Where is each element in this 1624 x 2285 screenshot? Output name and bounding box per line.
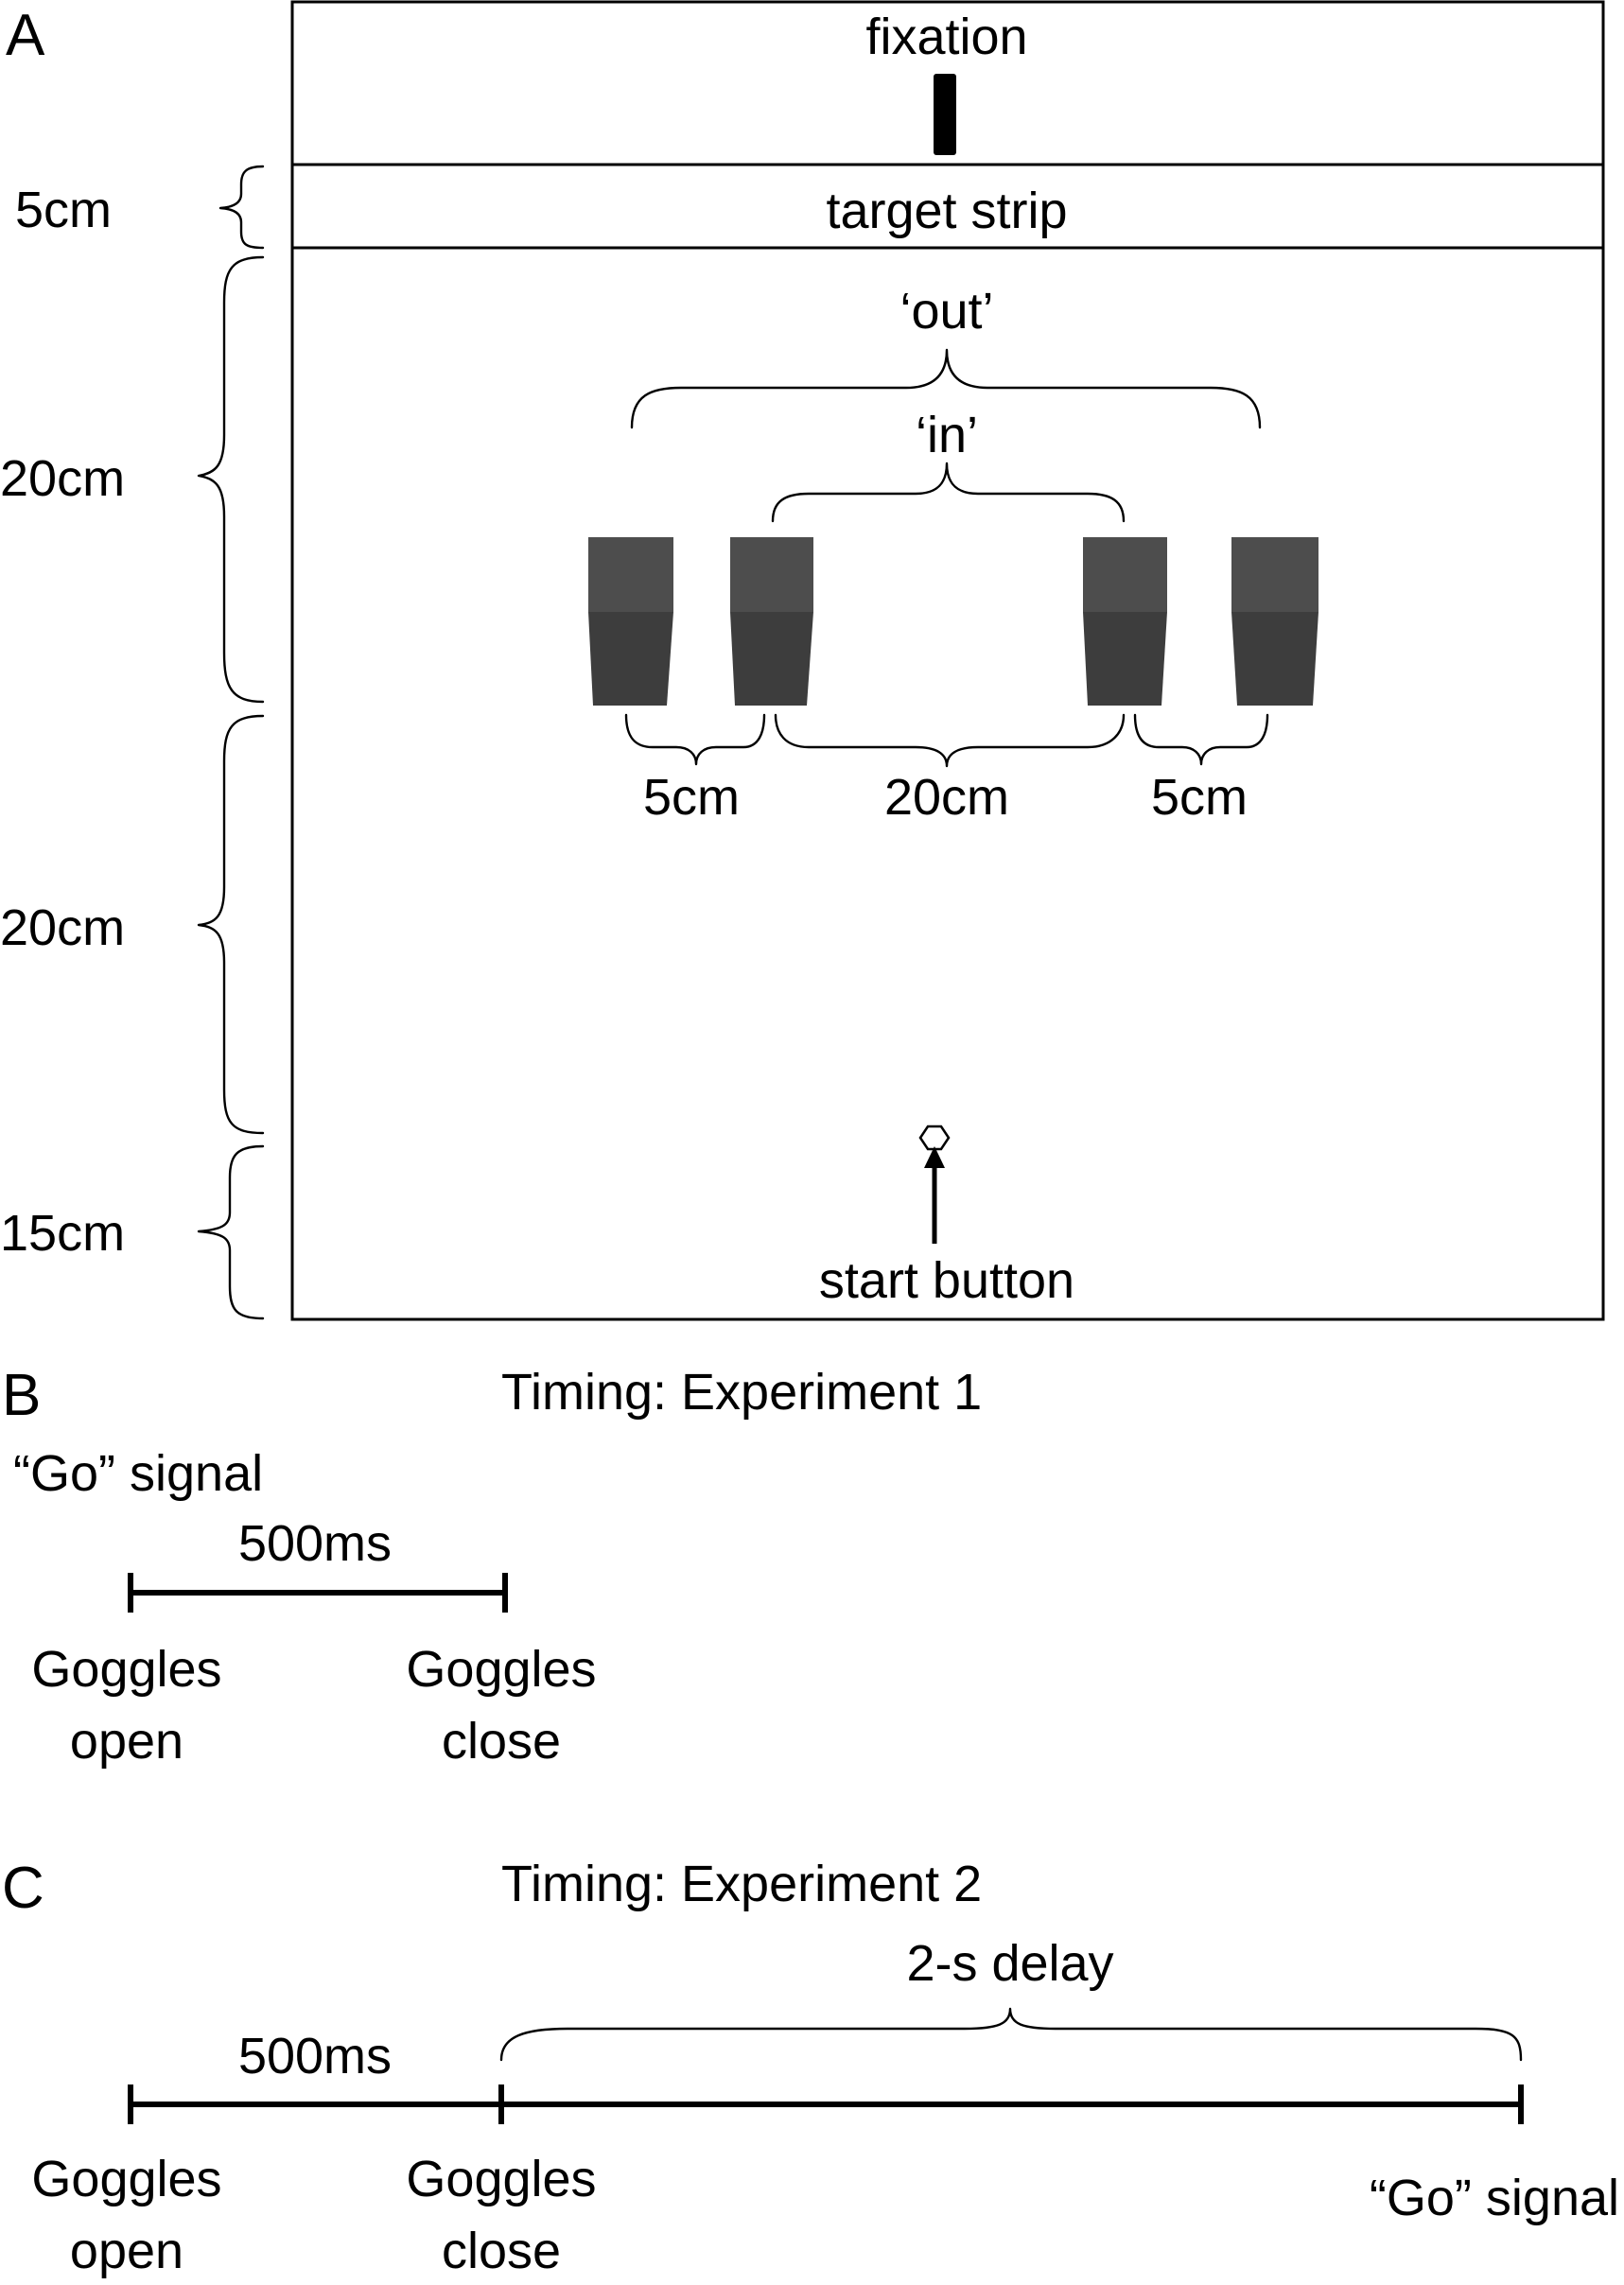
target-strip-label: target strip — [826, 183, 1067, 239]
panel-c: C Timing: Experiment 2 2-s delay 500ms G… — [2, 1856, 1619, 2279]
fixation-label: fixation — [865, 9, 1027, 65]
gap-label-right: 5cm — [1151, 769, 1248, 826]
dimension-brace-15cm — [197, 1144, 265, 1320]
goggles-close-label-line1: Goggles — [406, 2151, 596, 2207]
dimension-label-20cm-lower: 20cm — [0, 899, 125, 956]
block-outer-left — [588, 537, 673, 706]
in-brace — [771, 462, 1126, 523]
panel-b-letter: B — [2, 1363, 41, 1428]
dimension-label-5cm: 5cm — [15, 182, 112, 238]
goggles-close-label-line2: close — [442, 2223, 561, 2279]
dimension-brace-20cm-upper — [197, 255, 265, 704]
panel-b: B Timing: Experiment 1 “Go” signal 500ms… — [2, 1363, 982, 1770]
delay-label: 2-s delay — [906, 1935, 1113, 1992]
panel-a: A fixation target strip ‘out’ ‘in’ — [0, 0, 1605, 1321]
start-button-label: start button — [819, 1252, 1074, 1309]
interval-label: 500ms — [238, 2028, 392, 2084]
delay-brace — [499, 2007, 1523, 2062]
start-button-arrowhead — [924, 1146, 945, 1168]
fixation-marker — [934, 74, 956, 155]
out-brace — [630, 348, 1262, 429]
panel-c-letter: C — [2, 1856, 44, 1921]
start-button-marker — [918, 1125, 951, 1151]
gap-label-left: 5cm — [643, 769, 740, 826]
interval-label: 500ms — [238, 1515, 392, 1572]
goggles-open-label-line2: open — [70, 2223, 183, 2279]
workspace-board — [290, 0, 1605, 1321]
panel-b-title: Timing: Experiment 1 — [501, 1364, 982, 1421]
gap-brace-left — [624, 713, 766, 766]
dimension-brace-20cm-lower — [197, 714, 265, 1135]
panel-c-title: Timing: Experiment 2 — [501, 1856, 982, 1912]
goggles-open-label-line2: open — [70, 1713, 183, 1770]
goggles-open-label-line1: Goggles — [31, 2151, 221, 2207]
dimension-brace-5cm — [218, 165, 265, 250]
gap-brace-middle — [774, 713, 1126, 768]
block-outer-right — [1231, 537, 1318, 706]
panel-a-letter: A — [6, 3, 45, 68]
gap-brace-right — [1133, 713, 1269, 766]
go-signal-label: “Go” signal — [13, 1445, 263, 1502]
goggles-close-label-line1: Goggles — [406, 1641, 596, 1698]
goggles-open-label-line1: Goggles — [31, 1641, 221, 1698]
block-inner-right — [1083, 537, 1167, 706]
dimension-label-20cm-upper: 20cm — [0, 450, 125, 507]
goggles-close-label-line2: close — [442, 1713, 561, 1770]
in-label: ‘in’ — [916, 407, 978, 463]
dimension-label-15cm: 15cm — [0, 1205, 125, 1262]
out-label: ‘out’ — [899, 283, 993, 340]
block-inner-left — [730, 537, 813, 706]
go-signal-label: “Go” signal — [1370, 2170, 1619, 2226]
gap-label-middle: 20cm — [884, 769, 1009, 826]
